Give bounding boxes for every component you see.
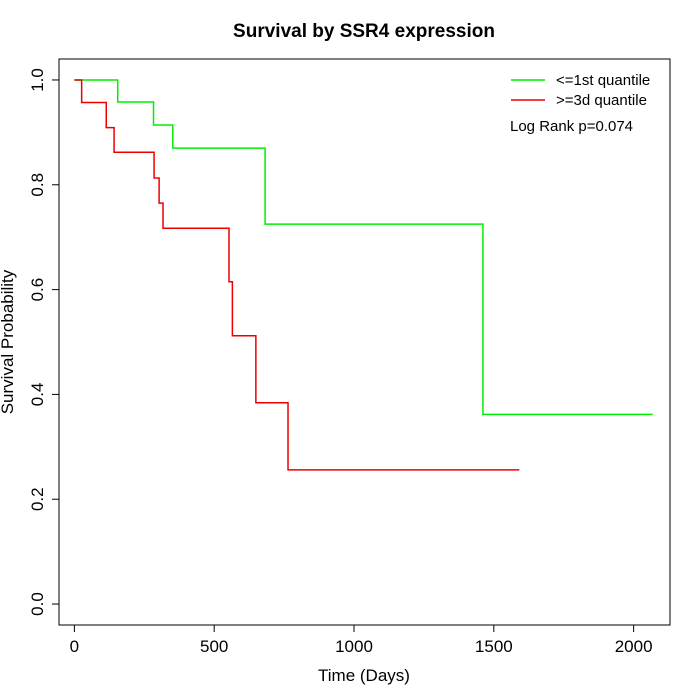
x-tick-label: 500: [200, 637, 228, 656]
y-tick-label: 0.4: [28, 383, 47, 407]
series-layer: [74, 79, 653, 471]
y-axis-label: Survival Probability: [0, 269, 17, 414]
plot-frame: [58, 58, 671, 626]
legend-label: <=1st quantile: [556, 72, 650, 89]
y-tick-label: 0.2: [28, 487, 47, 511]
x-tick-label: 1500: [475, 637, 513, 656]
log-rank-annotation: Log Rank p=0.074: [510, 118, 633, 135]
y-axis: 0.0 0.2 0.4 0.6 0.8 1.0: [28, 68, 60, 616]
x-tick-label: 1000: [335, 637, 373, 656]
y-tick-label: 0.6: [28, 278, 47, 302]
legend-label: >=3d quantile: [556, 92, 647, 109]
x-tick-label: 2000: [615, 637, 653, 656]
survival-curve-high: [74, 79, 520, 471]
y-tick-label: 1.0: [28, 68, 47, 92]
chart-title: Survival by SSR4 expression: [233, 21, 495, 42]
legend: <=1st quantile >=3d quantile: [511, 72, 650, 109]
y-tick-label: 0.0: [28, 592, 47, 616]
survival-curve-low: [74, 79, 653, 416]
x-tick-label: 0: [70, 637, 79, 656]
y-tick-label: 0.8: [28, 173, 47, 197]
x-axis: 0 500 1000 1500 2000: [70, 624, 653, 656]
x-axis-label: Time (Days): [318, 666, 410, 685]
